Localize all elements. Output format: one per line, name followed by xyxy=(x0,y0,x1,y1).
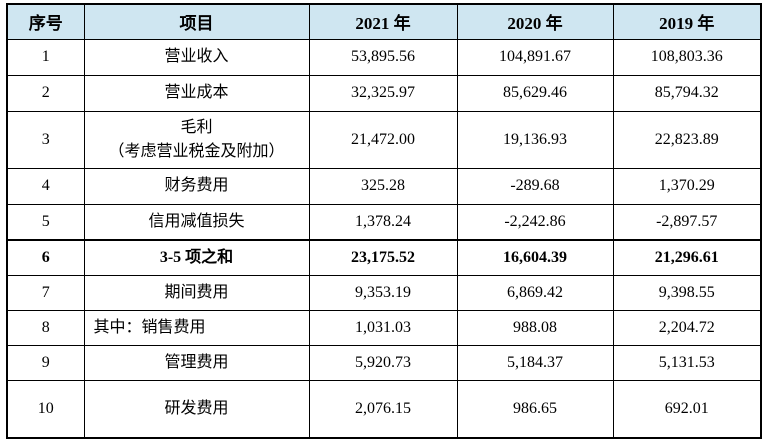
table-header: 序号 项目 2021 年 2020 年 2019 年 xyxy=(6,3,762,40)
row-item: 其中：销售费用 xyxy=(83,309,310,346)
header-row: 序号 项目 2021 年 2020 年 2019 年 xyxy=(6,3,762,40)
row-number: 1 xyxy=(6,38,85,76)
row-number: 4 xyxy=(6,167,85,205)
financial-table: 序号 项目 2021 年 2020 年 2019 年 1 营业收入 53,895… xyxy=(6,3,762,439)
row-value: -2,242.86 xyxy=(456,203,614,241)
column-header-2020: 2020 年 xyxy=(456,3,614,40)
row-value: 19,136.93 xyxy=(456,110,614,169)
row-value: 5,920.73 xyxy=(308,344,458,381)
row-value: 104,891.67 xyxy=(456,38,614,76)
row-value: 53,895.56 xyxy=(308,38,458,76)
row-value: 1,031.03 xyxy=(308,309,458,346)
row-item: 信用减值损失 xyxy=(83,203,310,241)
row-number: 10 xyxy=(6,379,85,439)
row-item: 期间费用 xyxy=(83,274,310,311)
row-number: 5 xyxy=(6,203,85,241)
column-header-index: 序号 xyxy=(6,3,85,40)
row-value: 1,370.29 xyxy=(612,167,762,205)
row-item: 3-5 项之和 xyxy=(83,239,310,276)
table-row: 9 管理费用 5,920.73 5,184.37 5,131.53 xyxy=(6,344,762,381)
row-item: 营业成本 xyxy=(83,74,310,112)
table-row: 1 营业收入 53,895.56 104,891.67 108,803.36 xyxy=(6,38,762,76)
table-row: 4 财务费用 325.28 -289.68 1,370.29 xyxy=(6,167,762,205)
row-value: 23,175.52 xyxy=(308,239,458,276)
column-header-item: 项目 xyxy=(83,3,310,40)
table-row: 6 3-5 项之和 23,175.52 16,604.39 21,296.61 xyxy=(6,239,762,276)
column-header-2019: 2019 年 xyxy=(612,3,762,40)
row-value: 16,604.39 xyxy=(456,239,614,276)
row-item: 管理费用 xyxy=(83,344,310,381)
row-value: 5,131.53 xyxy=(612,344,762,381)
row-value: 2,204.72 xyxy=(612,309,762,346)
row-item: 营业收入 xyxy=(83,38,310,76)
row-value: 9,353.19 xyxy=(308,274,458,311)
row-value: 1,378.24 xyxy=(308,203,458,241)
table-row: 10 研发费用 2,076.15 986.65 692.01 xyxy=(6,379,762,439)
row-value: 21,296.61 xyxy=(612,239,762,276)
row-value: 22,823.89 xyxy=(612,110,762,169)
table-row: 5 信用减值损失 1,378.24 -2,242.86 -2,897.57 xyxy=(6,203,762,241)
row-value: 692.01 xyxy=(612,379,762,439)
row-value: 9,398.55 xyxy=(612,274,762,311)
row-item: 财务费用 xyxy=(83,167,310,205)
row-value: 21,472.00 xyxy=(308,110,458,169)
row-number: 9 xyxy=(6,344,85,381)
row-value: -289.68 xyxy=(456,167,614,205)
row-value: 988.08 xyxy=(456,309,614,346)
row-value: 986.65 xyxy=(456,379,614,439)
row-number: 8 xyxy=(6,309,85,346)
table-row: 3 毛利 （考虑营业税金及附加） 21,472.00 19,136.93 22,8… xyxy=(6,110,762,169)
row-value: -2,897.57 xyxy=(612,203,762,241)
row-value: 325.28 xyxy=(308,167,458,205)
row-value: 85,629.46 xyxy=(456,74,614,112)
table-row: 7 期间费用 9,353.19 6,869.42 9,398.55 xyxy=(6,274,762,311)
column-header-2021: 2021 年 xyxy=(308,3,458,40)
row-number: 3 xyxy=(6,110,85,169)
row-value: 5,184.37 xyxy=(456,344,614,381)
table-row: 2 营业成本 32,325.97 85,629.46 85,794.32 xyxy=(6,74,762,112)
row-number: 6 xyxy=(6,239,85,276)
row-value: 108,803.36 xyxy=(612,38,762,76)
row-value: 6,869.42 xyxy=(456,274,614,311)
table-row: 8 其中：销售费用 1,031.03 988.08 2,204.72 xyxy=(6,309,762,346)
row-number: 7 xyxy=(6,274,85,311)
row-number: 2 xyxy=(6,74,85,112)
row-value: 2,076.15 xyxy=(308,379,458,439)
row-item: 研发费用 xyxy=(83,379,310,439)
row-item: 毛利 （考虑营业税金及附加） xyxy=(83,110,310,169)
table-body: 1 营业收入 53,895.56 104,891.67 108,803.36 2… xyxy=(6,38,762,439)
row-value: 32,325.97 xyxy=(308,74,458,112)
row-value: 85,794.32 xyxy=(612,74,762,112)
